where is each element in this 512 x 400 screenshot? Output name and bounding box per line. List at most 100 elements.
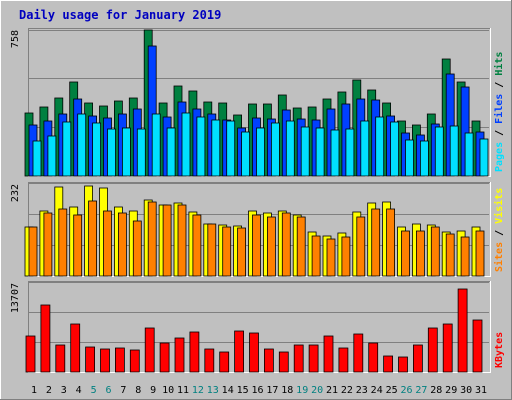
hits-files-pages-bar-pages-day-20 <box>315 127 325 177</box>
visits-sites-bar-sites-day-25 <box>386 208 396 277</box>
x-tick-label-day-11: 11 <box>177 385 189 396</box>
visits-sites-y-max-label: 232 <box>10 184 21 202</box>
kbytes-bar-kbytes-day-30 <box>457 288 468 373</box>
hits-files-pages-bar-pages-day-15 <box>241 131 251 177</box>
visits-sites-legend-visits: Visits <box>493 188 505 224</box>
hits-files-pages-bar-pages-day-29 <box>449 125 459 177</box>
visits-sites-legend: Sites / Visits <box>493 188 505 272</box>
visits-sites-bar-sites-day-1 <box>28 226 38 277</box>
x-tick-label-day-20: 20 <box>311 385 323 396</box>
kbytes-bar-kbytes-day-10 <box>159 342 170 373</box>
hits-files-pages-bar-pages-day-27 <box>419 140 429 177</box>
hits-files-pages-legend-pages: Pages <box>494 142 505 172</box>
x-tick-label-day-31: 31 <box>475 385 487 396</box>
hits-files-pages-bar-pages-day-19 <box>300 126 310 177</box>
x-tick-label-day-5: 5 <box>91 385 97 396</box>
visits-sites-bar-sites-day-6 <box>103 210 112 277</box>
hits-files-pages-bar-pages-day-10 <box>166 127 176 177</box>
hits-files-pages-y-max-label: 758 <box>10 30 21 48</box>
kbytes-bar-kbytes-day-5 <box>85 346 95 373</box>
hits-files-pages-bar-pages-day-24 <box>375 116 385 177</box>
kbytes-bar-kbytes-day-29 <box>442 323 453 373</box>
hits-files-pages-bar-pages-day-25 <box>390 121 400 177</box>
visits-sites-bar-sites-day-21 <box>326 238 336 277</box>
x-tick-label-day-30: 30 <box>460 385 472 396</box>
kbytes-bar-kbytes-day-23 <box>353 333 364 373</box>
kbytes-bar-kbytes-day-31 <box>472 319 483 373</box>
visits-sites-bar-sites-day-17 <box>266 216 276 277</box>
x-tick-label-day-24: 24 <box>371 385 383 396</box>
kbytes-bar-kbytes-day-4 <box>70 323 81 373</box>
kbytes-bar-kbytes-day-1 <box>25 335 36 373</box>
visits-sites-bar-sites-day-2 <box>43 212 53 277</box>
x-tick-label-day-27: 27 <box>415 385 427 396</box>
x-tick-label-day-22: 22 <box>341 385 353 396</box>
hits-files-pages-bar-pages-day-3 <box>62 121 72 177</box>
hits-files-pages-legend-sep-1: / <box>494 124 505 142</box>
hits-files-pages-bar-pages-day-12 <box>196 116 206 177</box>
kbytes-bar-kbytes-day-6 <box>100 348 110 373</box>
x-tick-label-day-9: 9 <box>150 385 156 396</box>
x-tick-label-day-19: 19 <box>296 385 308 396</box>
hits-files-pages-bar-pages-day-9 <box>151 113 161 177</box>
hits-files-pages-bar-pages-day-16 <box>256 127 265 177</box>
visits-sites-bar-sites-day-10 <box>162 204 172 277</box>
kbytes-bar-kbytes-day-20 <box>308 344 319 373</box>
kbytes-bar-kbytes-day-8 <box>129 349 140 373</box>
x-tick-label-day-1: 1 <box>31 385 37 396</box>
visits-sites-bar-sites-day-3 <box>58 208 68 277</box>
x-tick-label-day-25: 25 <box>386 385 398 396</box>
x-tick-label-day-14: 14 <box>222 385 234 396</box>
kbytes-bar-kbytes-day-16 <box>249 332 259 373</box>
visits-sites-bar-sites-day-4 <box>73 214 83 277</box>
visits-sites-bar-sites-day-5 <box>88 200 97 277</box>
visits-sites-bar-sites-day-28 <box>430 226 440 277</box>
visits-sites-bar-sites-day-19 <box>296 216 306 277</box>
x-tick-label-day-2: 2 <box>46 385 52 396</box>
hits-files-pages-legend: Pages / Files / Hits <box>493 52 505 172</box>
hits-files-pages-legend-files: Files <box>493 94 505 124</box>
hits-files-pages-bar-pages-day-18 <box>285 120 295 177</box>
kbytes-bar-kbytes-day-27 <box>412 344 423 373</box>
kbytes-bar-kbytes-day-24 <box>368 342 379 373</box>
kbytes-bar-kbytes-day-22 <box>338 347 349 373</box>
kbytes-bar-kbytes-day-25 <box>383 355 394 373</box>
x-tick-label-day-3: 3 <box>61 385 67 396</box>
x-tick-label-day-23: 23 <box>356 385 368 396</box>
hits-files-pages-bar-pages-day-31 <box>479 138 489 177</box>
kbytes-bar-kbytes-day-7 <box>115 347 125 373</box>
visits-sites-bar-sites-day-22 <box>341 236 351 277</box>
visits-sites-bar-sites-day-9 <box>147 201 157 277</box>
kbytes-legend-kbytes: KBytes <box>494 332 505 368</box>
kbytes-bar-kbytes-day-21 <box>323 335 334 373</box>
hits-files-pages-bar-pages-day-2 <box>47 135 57 177</box>
x-tick-label-day-7: 7 <box>120 385 126 396</box>
x-tick-label-day-18: 18 <box>281 385 293 396</box>
visits-sites-bar-sites-day-31 <box>475 230 485 277</box>
chart-title: Daily usage for January 2019 <box>19 8 221 22</box>
visits-sites-bar-sites-day-7 <box>118 212 127 277</box>
kbytes-y-max-label: 13707 <box>10 283 21 313</box>
hits-files-pages-bar-pages-day-17 <box>270 122 280 177</box>
visits-sites-legend-sites: Sites <box>493 242 505 272</box>
visits-sites-bar-sites-day-24 <box>371 208 381 277</box>
hits-files-pages-bar-pages-day-4 <box>77 113 87 177</box>
hits-files-pages-bar-pages-day-30 <box>464 132 474 177</box>
x-tick-label-day-10: 10 <box>162 385 174 396</box>
kbytes-bar-kbytes-day-14 <box>219 351 230 373</box>
kbytes-legend: KBytes <box>494 332 505 368</box>
kbytes-bar-kbytes-day-2 <box>40 304 51 373</box>
visits-sites-bar-sites-day-23 <box>356 216 366 277</box>
visits-sites-bar-sites-day-15 <box>237 227 247 277</box>
hits-files-pages-legend-hits: Hits <box>493 52 505 76</box>
x-tick-label-day-15: 15 <box>237 385 249 396</box>
hits-files-pages-bar-pages-day-23 <box>360 120 370 177</box>
visits-sites-bar-sites-day-30 <box>460 236 470 277</box>
visits-sites-bar-sites-day-13 <box>207 223 217 277</box>
x-tick-label-day-21: 21 <box>326 385 338 396</box>
kbytes-bar-kbytes-day-12 <box>189 331 200 373</box>
x-tick-label-day-4: 4 <box>76 385 82 396</box>
x-tick-label-day-13: 13 <box>207 385 219 396</box>
x-tick-label-day-28: 28 <box>430 385 442 396</box>
hits-files-pages-bar-pages-day-5 <box>92 122 101 177</box>
